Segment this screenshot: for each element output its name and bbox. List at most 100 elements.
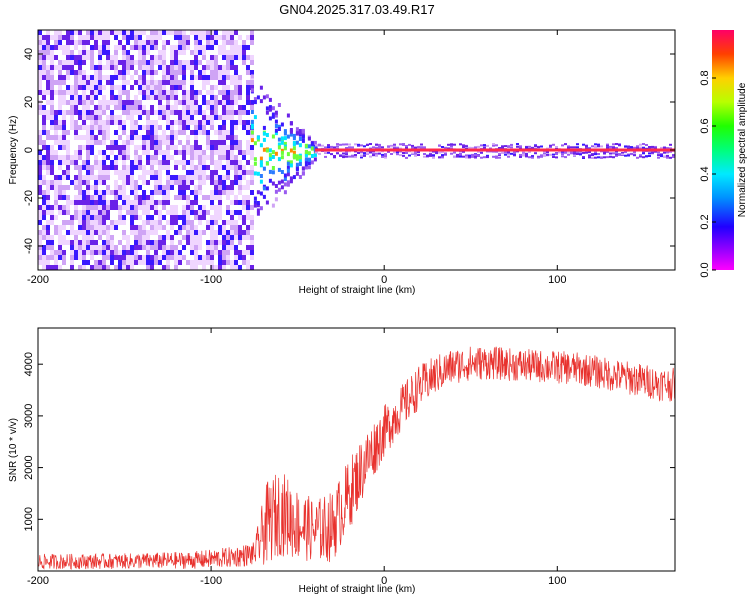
heatmap-cell: [38, 150, 42, 155]
heatmap-cell: [190, 120, 194, 125]
heatmap-cell: [102, 110, 106, 115]
heatmap-cell: [94, 35, 98, 40]
heatmap-cell: [513, 154, 516, 157]
heatmap-cell: [363, 154, 366, 157]
heatmap-cell: [62, 170, 66, 175]
heatmap-cell: [250, 100, 254, 104]
heatmap-cell: [174, 65, 178, 70]
snr-background: [38, 328, 675, 571]
heatmap-cell: [122, 215, 126, 220]
heatmap-cell: [259, 206, 263, 211]
heatmap-cell: [38, 65, 42, 70]
heatmap-cell: [146, 45, 150, 50]
heatmap-cell: [106, 130, 110, 135]
heatmap-cell: [214, 230, 218, 235]
heatmap-cell: [150, 255, 154, 260]
heatmap-cell: [222, 100, 226, 105]
heatmap-cell: [218, 160, 222, 165]
heatmap-cell: [170, 255, 174, 260]
heatmap-cell: [94, 250, 98, 255]
heatmap-cell: [86, 50, 90, 55]
heatmap-cell: [98, 225, 102, 230]
heatmap-cell: [142, 205, 146, 210]
heatmap-cell: [330, 153, 333, 156]
heatmap-cell: [102, 195, 106, 200]
heatmap-cell: [122, 155, 126, 160]
heatmap-cell: [118, 210, 122, 215]
heatmap-cell: [492, 150, 495, 153]
heatmap-cell: [102, 210, 106, 215]
heatmap-cell: [42, 215, 46, 220]
heatmap-cell: [86, 160, 90, 165]
heatmap-cell: [118, 60, 122, 65]
heatmap-cell: [62, 160, 66, 165]
heatmap-cell: [142, 80, 146, 85]
heatmap-cell: [202, 75, 206, 80]
heatmap-cell: [292, 153, 296, 158]
heatmap-cell: [615, 154, 618, 157]
heatmap-cell: [170, 220, 174, 225]
heatmap-cell: [348, 146, 351, 149]
heatmap-cell: [62, 60, 66, 65]
heatmap-cell: [66, 55, 70, 60]
heatmap-cell: [126, 115, 130, 120]
heatmap-cell: [242, 45, 246, 50]
heatmap-cell: [122, 125, 126, 130]
heatmap-cell: [78, 210, 82, 215]
heatmap-cell: [58, 160, 62, 165]
heatmap-cell: [552, 156, 555, 158]
heatmap-cell: [298, 155, 302, 160]
heatmap-cell: [310, 154, 314, 158]
heatmap-cell: [190, 240, 194, 245]
heatmap-cell: [226, 255, 230, 260]
heatmap-cell: [138, 185, 142, 190]
heatmap-cell: [265, 133, 269, 137]
heatmap-cell: [58, 65, 62, 70]
heatmap-cell: [447, 143, 450, 146]
heatmap-cell: [186, 65, 190, 70]
heatmap-cell: [90, 250, 94, 255]
heatmap-cell: [94, 140, 98, 145]
heatmap-cell: [280, 179, 284, 184]
heatmap-cell: [238, 50, 242, 55]
heatmap-cell: [118, 95, 122, 100]
heatmap-cell: [253, 171, 257, 176]
heatmap-cell: [222, 190, 226, 195]
heatmap-cell: [154, 85, 158, 90]
heatmap-cell: [238, 200, 242, 205]
heatmap-cell: [242, 200, 246, 205]
heatmap-cell: [242, 215, 246, 220]
heatmap-cell: [114, 220, 118, 225]
heatmap-cell: [106, 245, 110, 250]
heatmap-cell: [122, 245, 126, 250]
heatmap-cell: [226, 35, 230, 40]
heatmap-cell: [234, 140, 238, 145]
heatmap-cell: [230, 135, 234, 140]
heatmap-cell: [277, 157, 281, 162]
heatmap-cell: [134, 135, 138, 140]
heatmap-cell: [170, 65, 174, 70]
heatmap-cell: [162, 55, 166, 60]
heatmap-cell: [102, 65, 106, 70]
heatmap-cell: [363, 145, 366, 148]
heatmap-cell: [54, 115, 58, 120]
heatmap-cell: [50, 100, 54, 105]
heatmap-cell: [70, 70, 74, 75]
heatmap-cell: [313, 157, 317, 162]
heatmap-cell: [292, 146, 296, 151]
heatmap-cell: [66, 220, 70, 225]
heatmap-cell: [654, 150, 657, 153]
heatmap-cell: [194, 125, 198, 130]
heatmap-cell: [218, 45, 222, 50]
heatmap-cell: [194, 150, 198, 155]
heatmap-cell: [182, 95, 186, 100]
heatmap-cell: [74, 175, 78, 180]
heatmap-cell: [182, 235, 186, 240]
heatmap-cell: [62, 145, 66, 150]
heatmap-cell: [230, 165, 234, 170]
heatmap-cell: [118, 175, 122, 180]
snr-x-tick-label: 100: [548, 575, 566, 587]
heatmap-cell: [146, 210, 150, 215]
heatmap-cell: [42, 195, 46, 200]
heatmap-cell: [190, 115, 194, 120]
